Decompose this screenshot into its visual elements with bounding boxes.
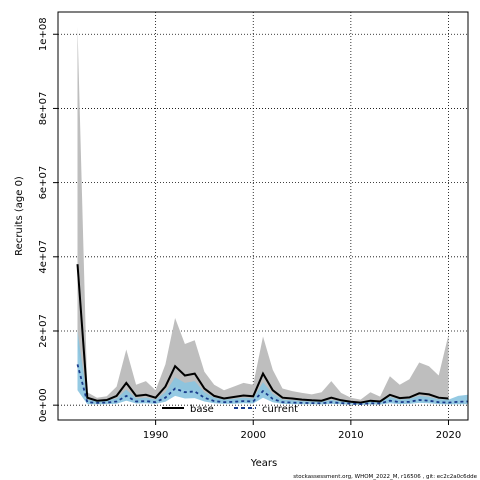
series-lines — [76, 264, 469, 406]
x-tick-label: 2000 — [241, 430, 266, 441]
base-confidence-band — [77, 26, 449, 405]
confidence-bands — [77, 26, 468, 405]
x-axis: 1990 2000 2010 2020 — [143, 420, 461, 441]
y-tick-label: 6e+07 — [38, 166, 49, 200]
plot-frame — [57, 11, 469, 421]
legend-current-label: current — [262, 404, 298, 415]
x-tick-label: 1990 — [143, 430, 168, 441]
y-tick-label: 1e+08 — [38, 17, 49, 51]
legend-base-label: base — [190, 404, 214, 415]
footer-stamp: stockassessment.org, WHOM_2022_M, r16506… — [293, 474, 477, 480]
x-tick-label: 2020 — [436, 430, 461, 441]
x-tick-label: 2010 — [338, 430, 363, 441]
legend: base current — [162, 404, 298, 415]
y-axis-title: Recruits (age 0) — [14, 176, 25, 256]
y-tick-label: 8e+07 — [38, 92, 49, 126]
x-axis-title: Years — [250, 458, 277, 469]
current-confidence-band — [77, 331, 468, 405]
current-series-line — [76, 364, 469, 406]
y-axis: 0e+00 2e+07 4e+07 6e+07 8e+07 1e+08 — [38, 17, 58, 422]
y-tick-label: 2e+07 — [38, 314, 49, 348]
base-series-line — [76, 264, 449, 404]
y-tick-label: 0e+00 — [38, 388, 49, 422]
y-tick-label: 4e+07 — [38, 240, 49, 274]
